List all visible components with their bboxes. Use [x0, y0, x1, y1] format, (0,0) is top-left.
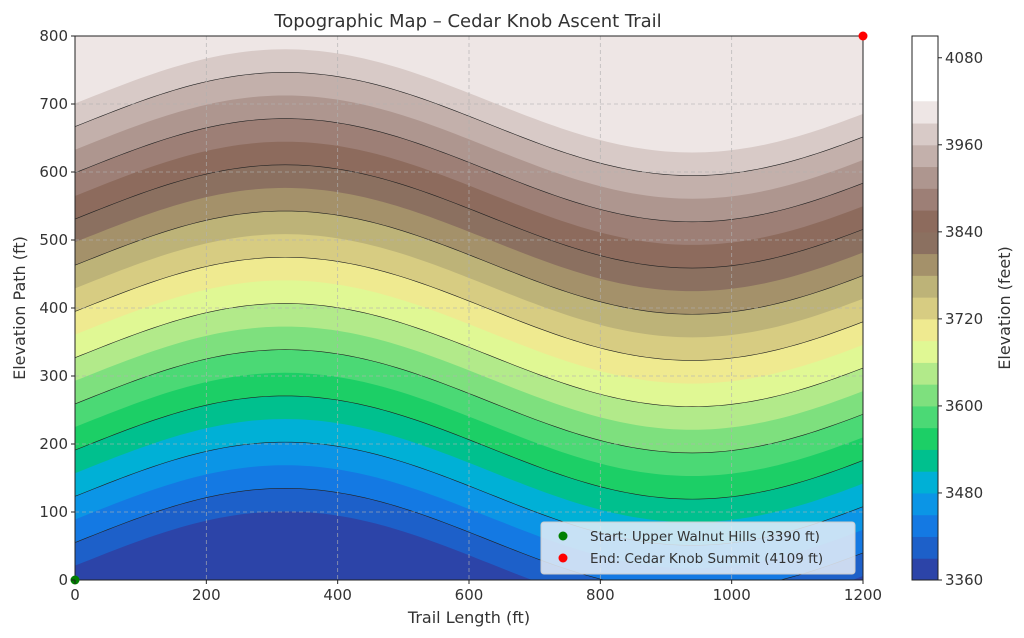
chart-title: Topographic Map – Cedar Knob Ascent Trai…	[273, 11, 661, 32]
colorbar-tick-label: 3720	[945, 310, 983, 328]
colorbar-swatch	[912, 384, 938, 407]
contour-bands	[75, 36, 863, 580]
colorbar-swatch	[912, 231, 938, 255]
x-tick-label: 200	[192, 586, 221, 604]
colorbar-swatch	[912, 471, 938, 494]
y-tick-label: 200	[39, 435, 68, 453]
y-axis: 0 100 200 300 400 500 600 700 800	[39, 27, 75, 589]
colorbar-swatch	[912, 101, 938, 124]
colorbar-swatch	[912, 449, 938, 472]
legend-start-label: Start: Upper Walnut Hills (3390 ft)	[590, 529, 820, 545]
colorbar-swatch	[912, 427, 938, 450]
x-tick-label: 600	[455, 586, 484, 604]
colorbar-swatch	[912, 275, 938, 298]
colorbar-tick-label: 3360	[945, 571, 983, 589]
x-tick-label: 1200	[844, 586, 882, 604]
end-marker	[858, 31, 868, 41]
colorbar-swatch	[912, 210, 938, 233]
y-tick-label: 400	[39, 299, 68, 317]
colorbar-swatch	[912, 362, 938, 385]
colorbar-swatch	[912, 558, 938, 581]
contour-line	[75, 164, 863, 269]
colorbar-tick-label: 3480	[945, 484, 983, 502]
y-tick-label: 0	[58, 571, 68, 589]
x-tick-label: 1000	[713, 586, 751, 604]
x-tick-label: 800	[586, 586, 615, 604]
colorbar-ticks: 3360 3480 3600 3720 3840 3960 4080	[938, 49, 983, 589]
colorbar-swatch	[912, 492, 938, 516]
y-tick-label: 100	[39, 503, 68, 521]
y-tick-label: 300	[39, 367, 68, 385]
legend-end-label: End: Cedar Knob Summit (4109 ft)	[590, 551, 823, 567]
colorbar: 3360 3480 3600 3720 3840 3960 4080 Elevation (…	[911, 35, 1014, 589]
x-tick-label: 0	[70, 586, 80, 604]
colorbar-tick-label: 3840	[945, 223, 983, 241]
legend-start-marker	[558, 531, 568, 541]
contour-line	[75, 395, 863, 500]
y-tick-label: 500	[39, 231, 68, 249]
y-axis-label: Elevation Path (ft)	[10, 236, 29, 380]
colorbar-swatch	[912, 188, 938, 211]
grid-lines	[75, 36, 863, 580]
colorbar-swatch	[912, 318, 938, 342]
contour-band	[75, 511, 863, 580]
colorbar-swatch	[912, 405, 938, 429]
y-tick-label: 800	[39, 27, 68, 45]
colorbar-frame	[911, 35, 939, 581]
x-axis-label: Trail Length (ft)	[407, 608, 530, 627]
colorbar-swatch	[912, 340, 938, 363]
legend-end-marker	[558, 553, 568, 563]
colorbar-swatch	[912, 536, 938, 559]
colorbar-swatch	[912, 166, 938, 189]
colorbar-swatch	[912, 123, 938, 146]
colorbar-tick-label: 3960	[945, 136, 983, 154]
x-tick-label: 400	[323, 586, 352, 604]
legend: Start: Upper Walnut Hills (3390 ft) End:…	[540, 521, 856, 575]
y-tick-label: 700	[39, 95, 68, 113]
colorbar-swatch	[912, 253, 938, 276]
plot-area	[70, 31, 868, 585]
colorbar-label: Elevation (feet)	[995, 246, 1014, 369]
contour-line	[75, 488, 863, 580]
colorbar-bands	[912, 101, 938, 581]
x-axis: 0 200 400 600 800 1000 1200	[70, 580, 882, 604]
colorbar-tick-label: 4080	[945, 49, 983, 67]
colorbar-swatch	[912, 514, 938, 537]
y-tick-label: 600	[39, 163, 68, 181]
colorbar-swatch	[912, 144, 938, 168]
colorbar-tick-label: 3600	[945, 397, 983, 415]
colorbar-swatch	[912, 297, 938, 320]
legend-box	[540, 521, 856, 575]
